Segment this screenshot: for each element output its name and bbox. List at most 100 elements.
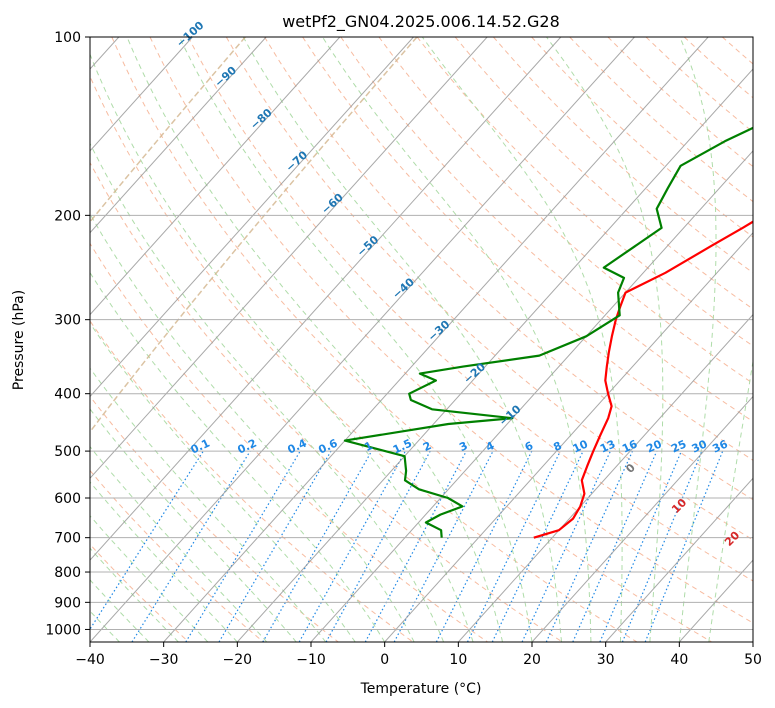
moist-adiabat	[90, 579, 150, 642]
plot-frame	[89, 36, 754, 643]
x-tick-label: −40	[75, 652, 105, 668]
dry-adiabat	[416, 37, 753, 347]
y-tick-label: 500	[54, 444, 81, 460]
moist-adiabat	[90, 322, 356, 642]
mixing-ratio-label: 25	[669, 437, 688, 455]
dry-adiabat	[90, 320, 414, 642]
moist-adiabat	[90, 481, 238, 642]
x-axis-title: Temperature (°C)	[360, 681, 482, 697]
x-tick-label: −30	[149, 652, 179, 668]
mixing-ratio-line	[621, 450, 703, 642]
chart-title: wetPf2_GN04.2025.006.14.52.G28	[282, 12, 560, 32]
mixing-ratio-line	[218, 450, 332, 642]
moist-adiabat	[90, 547, 179, 642]
mixing-ratio-label: 0.1	[189, 437, 212, 457]
dry-adiabat	[531, 37, 753, 238]
dry-adiabat	[187, 37, 753, 582]
moist-adiabat	[678, 37, 717, 642]
isotherm-line	[90, 37, 341, 316]
mixing-ratio-label: 6	[523, 439, 536, 454]
isotherm-label: −40	[390, 275, 417, 301]
isotherm-line	[384, 231, 753, 642]
isotherm-line	[90, 37, 635, 642]
mixing-ratio-line	[545, 450, 634, 642]
dry-adiabat	[454, 37, 753, 310]
dewpoint-line	[343, 126, 753, 538]
y-tick-label: 1000	[45, 622, 81, 638]
dry-adiabat	[264, 37, 753, 501]
isotherm-line	[90, 37, 562, 561]
y-tick-label: 800	[54, 565, 81, 581]
mixing-ratio-label: 30	[690, 437, 710, 455]
x-tick-label: 0	[380, 652, 389, 668]
x-tick-label: −20	[223, 652, 253, 668]
y-tick-label: 300	[54, 313, 81, 329]
grid	[90, 37, 753, 642]
x-tick-label: 10	[449, 652, 467, 668]
isotherm-line	[163, 37, 709, 642]
x-tick-label: 30	[597, 652, 615, 668]
moist-adiabat	[178, 37, 533, 642]
thermo-background	[90, 37, 753, 642]
mixing-ratio-label: 0.2	[236, 437, 259, 457]
moist-adiabat	[708, 358, 753, 642]
moist-adiabat	[322, 37, 592, 642]
isotherm-label: −30	[425, 318, 452, 344]
isotherm-line	[752, 641, 753, 642]
mixing-ratio-label: 36	[710, 437, 730, 455]
moist-adiabat	[90, 142, 445, 642]
temperature-line	[533, 220, 753, 539]
mixing-ratio-line	[325, 450, 431, 642]
dry-adiabat	[607, 37, 753, 168]
mixing-ratio-label: 20	[644, 437, 664, 455]
y-axis-title: Pressure (hPa)	[11, 290, 27, 390]
isotherm-line	[90, 37, 193, 152]
dry-adiabat	[569, 37, 753, 203]
isotherm-label: −100	[174, 19, 207, 50]
x-tick-label: 50	[744, 652, 762, 668]
series-layer	[343, 126, 753, 539]
x-tick-label: 40	[670, 652, 688, 668]
mixing-ratio-label: 4	[484, 439, 497, 454]
y-tick-label: 900	[54, 595, 81, 611]
mixing-ratio-label: 16	[620, 437, 640, 455]
dry-adiabat	[90, 242, 488, 642]
moist-adiabat	[90, 515, 209, 642]
moist-adiabat	[421, 37, 623, 642]
y-tick-label: 700	[54, 531, 81, 547]
brown-arc	[90, 37, 418, 434]
dry-adiabat	[149, 37, 753, 624]
dry-adiabat	[90, 395, 339, 642]
isotherm-line	[90, 37, 488, 480]
mixing-ratio-line	[131, 450, 251, 642]
isotherm-line	[605, 477, 753, 642]
moist-adiabat	[242, 37, 562, 642]
isotherm-label: −60	[319, 191, 346, 217]
moist-adiabat	[90, 367, 327, 642]
mixing-ratio-line	[298, 450, 406, 642]
dry-adiabat	[645, 37, 753, 133]
isotherm-line	[678, 559, 753, 642]
mixing-ratio-label: 13	[598, 437, 617, 455]
brown-arc	[90, 37, 246, 224]
mixing-ratio-label: 1.5	[391, 437, 414, 457]
mixing-ratio-line	[599, 450, 682, 642]
moist-adiabat	[90, 445, 268, 642]
dry-adiabat	[225, 37, 753, 541]
isotherm-line	[236, 68, 753, 642]
mixing-ratio-line	[185, 450, 301, 642]
y-tick-label: 200	[54, 208, 81, 224]
dry-adiabat	[302, 37, 753, 461]
y-tick-label: 600	[54, 491, 81, 507]
dry-adiabat	[90, 469, 264, 642]
x-axis: −40 −30 −20 −10 0 10 20 30 40 50	[75, 642, 762, 668]
dry-adiabat	[683, 37, 753, 99]
y-axis: 100 200 300 400 500 600 700 800 900 1000	[45, 30, 90, 638]
moist-adiabat	[90, 408, 297, 642]
dry-adiabat	[90, 75, 638, 642]
mixing-ratio-line	[262, 450, 373, 642]
dry-adiabat	[90, 161, 563, 642]
mixing-ratio-line	[491, 450, 584, 642]
isotherm-label: −90	[212, 64, 239, 90]
